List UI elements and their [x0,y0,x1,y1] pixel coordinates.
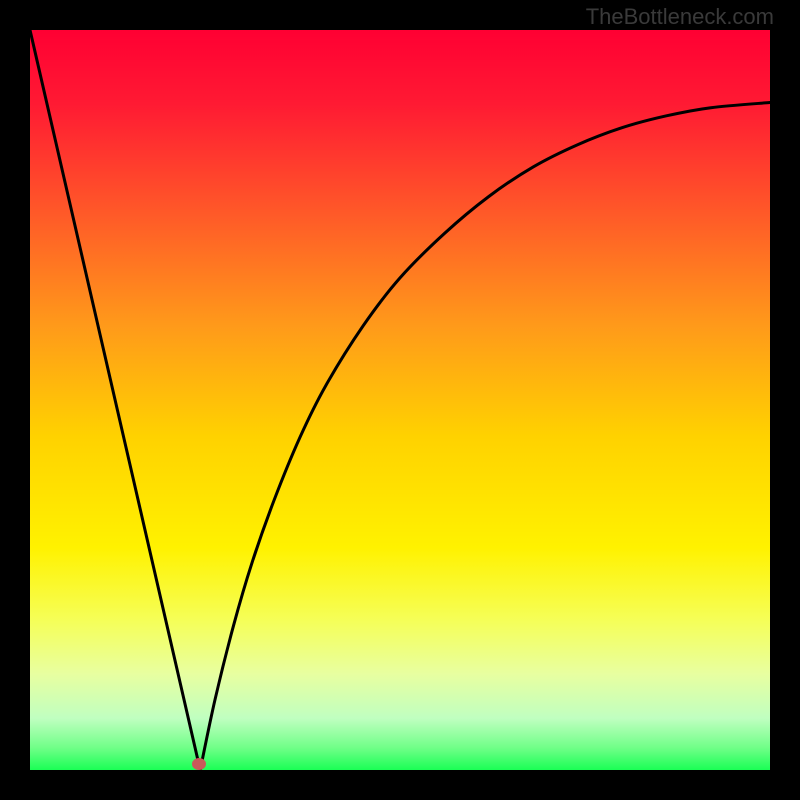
optimum-marker [192,758,206,770]
chart-container: TheBottleneck.com [0,0,800,800]
plot-area [30,30,770,770]
watermark-text: TheBottleneck.com [586,4,774,30]
bottleneck-curve [30,30,770,770]
curve-svg [30,30,770,770]
